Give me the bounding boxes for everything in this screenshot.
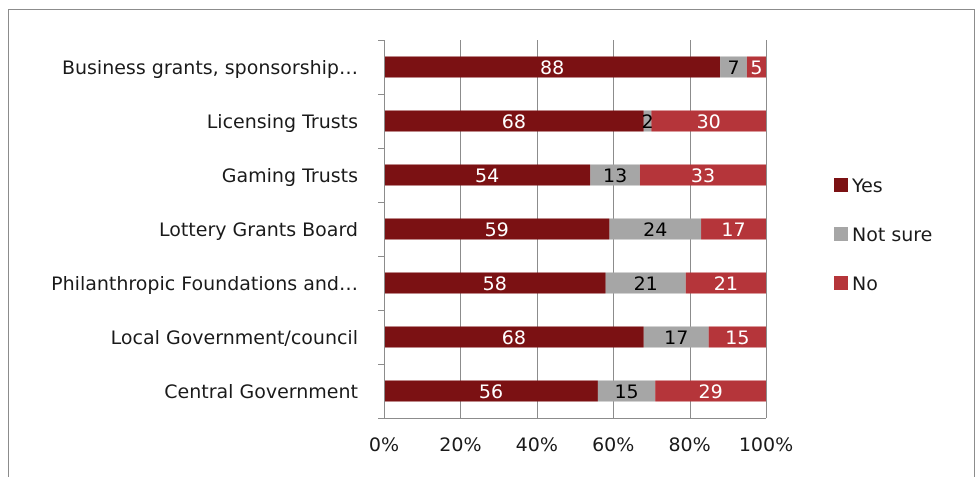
data-label: 56	[479, 381, 503, 403]
x-tick-label: 60%	[592, 434, 634, 456]
category-label: Lottery Grants Board	[159, 219, 358, 241]
data-label: 58	[483, 273, 507, 295]
bar-yes-0	[384, 56, 721, 78]
data-label: 29	[699, 381, 723, 403]
chart-border	[8, 9, 975, 480]
data-label: 21	[634, 273, 658, 295]
bar-no-3	[701, 218, 766, 240]
legend-swatch-yes	[834, 178, 848, 192]
data-label: 68	[502, 111, 526, 133]
legend-label-yes: Yes	[851, 175, 883, 197]
data-label: 5	[750, 57, 762, 79]
data-label: 17	[721, 219, 745, 241]
data-label: 59	[485, 219, 509, 241]
bar-not-sure-3	[609, 218, 702, 240]
bar-no-6	[655, 380, 766, 402]
x-tick-label: 20%	[439, 434, 481, 456]
data-label: 88	[540, 57, 564, 79]
bar-not-sure-2	[590, 164, 640, 186]
bar-yes-5	[384, 326, 644, 348]
bar-no-1	[651, 110, 766, 132]
bar-yes-3	[384, 218, 610, 240]
bar-no-4	[685, 272, 766, 294]
bar-no-0	[746, 56, 766, 78]
legend-swatch-not-sure	[834, 227, 848, 241]
bar-no-5	[708, 326, 766, 348]
bar-yes-1	[384, 110, 644, 132]
data-label: 2	[642, 111, 654, 133]
data-label: 33	[691, 165, 715, 187]
bar-yes-6	[384, 380, 598, 402]
data-label: 15	[725, 327, 749, 349]
data-label: 21	[714, 273, 738, 295]
category-label: Gaming Trusts	[222, 165, 358, 187]
data-label: 24	[643, 219, 667, 241]
data-label: 54	[475, 165, 499, 187]
x-tick-label: 80%	[668, 434, 710, 456]
bar-not-sure-6	[597, 380, 656, 402]
bar-no-2	[639, 164, 766, 186]
data-label: 7	[727, 57, 739, 79]
data-label: 68	[502, 327, 526, 349]
data-label: 13	[603, 165, 627, 187]
data-label: 15	[614, 381, 638, 403]
category-label: Local Government/council	[111, 327, 358, 349]
data-label: 30	[697, 111, 721, 133]
x-tick-label: 100%	[739, 434, 793, 456]
x-tick-label: 0%	[369, 434, 399, 456]
category-label: Licensing Trusts	[207, 111, 358, 133]
bar-not-sure-0	[720, 56, 747, 78]
bar-not-sure-4	[605, 272, 686, 294]
category-label: Business grants, sponsorship…	[62, 57, 358, 79]
x-tick-label: 40%	[516, 434, 558, 456]
bar-not-sure-5	[643, 326, 709, 348]
bar-yes-4	[384, 272, 606, 294]
bar-yes-2	[384, 164, 591, 186]
category-label: Philanthropic Foundations and…	[51, 273, 358, 295]
legend-label-no: No	[852, 273, 878, 295]
data-label: 17	[664, 327, 688, 349]
bar-not-sure-1	[643, 110, 652, 132]
legend-swatch-no	[834, 276, 848, 290]
legend-label-not-sure: Not sure	[852, 224, 932, 246]
category-label: Central Government	[164, 381, 358, 403]
